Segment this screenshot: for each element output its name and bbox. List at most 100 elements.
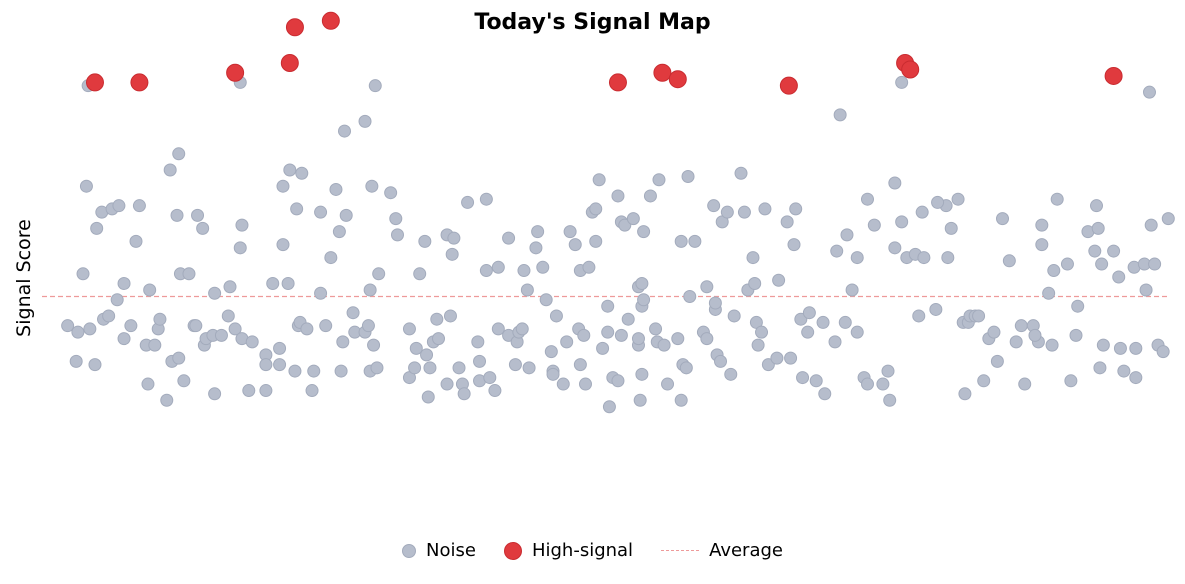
noise-point (633, 393, 647, 407)
noise-point (172, 351, 186, 365)
noise-point (895, 215, 909, 229)
noise-point (944, 221, 958, 235)
noise-point (177, 374, 191, 388)
noise-point (483, 371, 497, 385)
noise-point (780, 215, 794, 229)
noise-point (1156, 345, 1170, 359)
noise-point (784, 351, 798, 365)
noise-point (614, 328, 628, 342)
noise-point (602, 400, 616, 414)
noise-point (276, 238, 290, 252)
noise-point (88, 358, 102, 372)
noise-point (830, 244, 844, 258)
noise-point (631, 332, 645, 346)
noise-point (189, 319, 203, 333)
noise-point (1091, 221, 1105, 235)
noise-point (361, 319, 375, 333)
noise-point (245, 335, 259, 349)
noise-point (479, 192, 493, 206)
noise-point (124, 319, 138, 333)
noise-point (148, 338, 162, 352)
noise-point (746, 251, 760, 265)
noise-point (867, 218, 881, 232)
noise-point (1088, 244, 1102, 258)
noise-point (1069, 328, 1083, 342)
legend-item-high-signal: High-signal (503, 540, 633, 561)
noise-point (601, 299, 615, 313)
noise-point (1129, 341, 1143, 355)
noise-point (259, 384, 273, 398)
noise-point (850, 325, 864, 339)
noise-point (522, 361, 536, 375)
noise-point (661, 377, 675, 391)
noise-point (700, 332, 714, 346)
noise-point (129, 234, 143, 248)
noise-point (170, 208, 184, 222)
noise-point (688, 234, 702, 248)
noise-point (1060, 257, 1074, 271)
noise-point (649, 322, 663, 336)
noise-point (996, 212, 1010, 226)
noise-point (737, 205, 751, 219)
noise-point (61, 319, 75, 333)
noise-point (578, 377, 592, 391)
noise-point (259, 358, 273, 372)
noise-point (1018, 377, 1032, 391)
noise-point (390, 228, 404, 242)
noise-point (1014, 319, 1028, 333)
noise-point (491, 322, 505, 336)
noise-point (770, 351, 784, 365)
noise-point (917, 251, 931, 265)
noise-point (881, 364, 895, 378)
high-signal-series (85, 11, 1123, 95)
noise-point (479, 264, 493, 278)
noise-point (1028, 328, 1042, 342)
high-signal-point (226, 63, 245, 82)
noise-point (714, 354, 728, 368)
noise-point (440, 377, 454, 391)
noise-point (818, 387, 832, 401)
noise-point (1117, 364, 1131, 378)
noise-point (888, 241, 902, 255)
high-signal-point (608, 73, 627, 92)
noise-point (560, 335, 574, 349)
noise-point (643, 189, 657, 203)
noise-point (83, 322, 97, 336)
noise-point (1090, 199, 1104, 213)
noise-point (368, 79, 382, 93)
noise-point (515, 322, 529, 336)
noise-point (305, 384, 319, 398)
noise-point (307, 364, 321, 378)
noise-point (734, 166, 748, 180)
noise-point (1045, 338, 1059, 352)
noise-point (1035, 218, 1049, 232)
noise-point (300, 322, 314, 336)
noise-point (755, 325, 769, 339)
noise-point (674, 234, 688, 248)
noise-point (720, 205, 734, 219)
noise-point (860, 192, 874, 206)
noise-point (883, 393, 897, 407)
noise-point (110, 293, 124, 307)
noise-point (334, 364, 348, 378)
noise-point (196, 221, 210, 235)
noise-point (191, 208, 205, 222)
legend-noise-marker (402, 543, 417, 558)
high-signal-point (1104, 66, 1123, 85)
noise-point (143, 283, 157, 297)
noise-point (912, 309, 926, 323)
noise-point (637, 225, 651, 239)
noise-point (1142, 85, 1156, 99)
noise-point (529, 241, 543, 255)
noise-point (338, 124, 352, 138)
noise-point (929, 302, 943, 316)
legend-noise-label: Noise (426, 540, 476, 561)
noise-point (413, 267, 427, 281)
noise-point (1042, 286, 1056, 300)
noise-point (611, 189, 625, 203)
high-signal-point (901, 60, 920, 79)
noise-point (367, 338, 381, 352)
noise-point (1093, 361, 1107, 375)
noise-point (517, 264, 531, 278)
legend-item-average: Average (661, 540, 783, 561)
